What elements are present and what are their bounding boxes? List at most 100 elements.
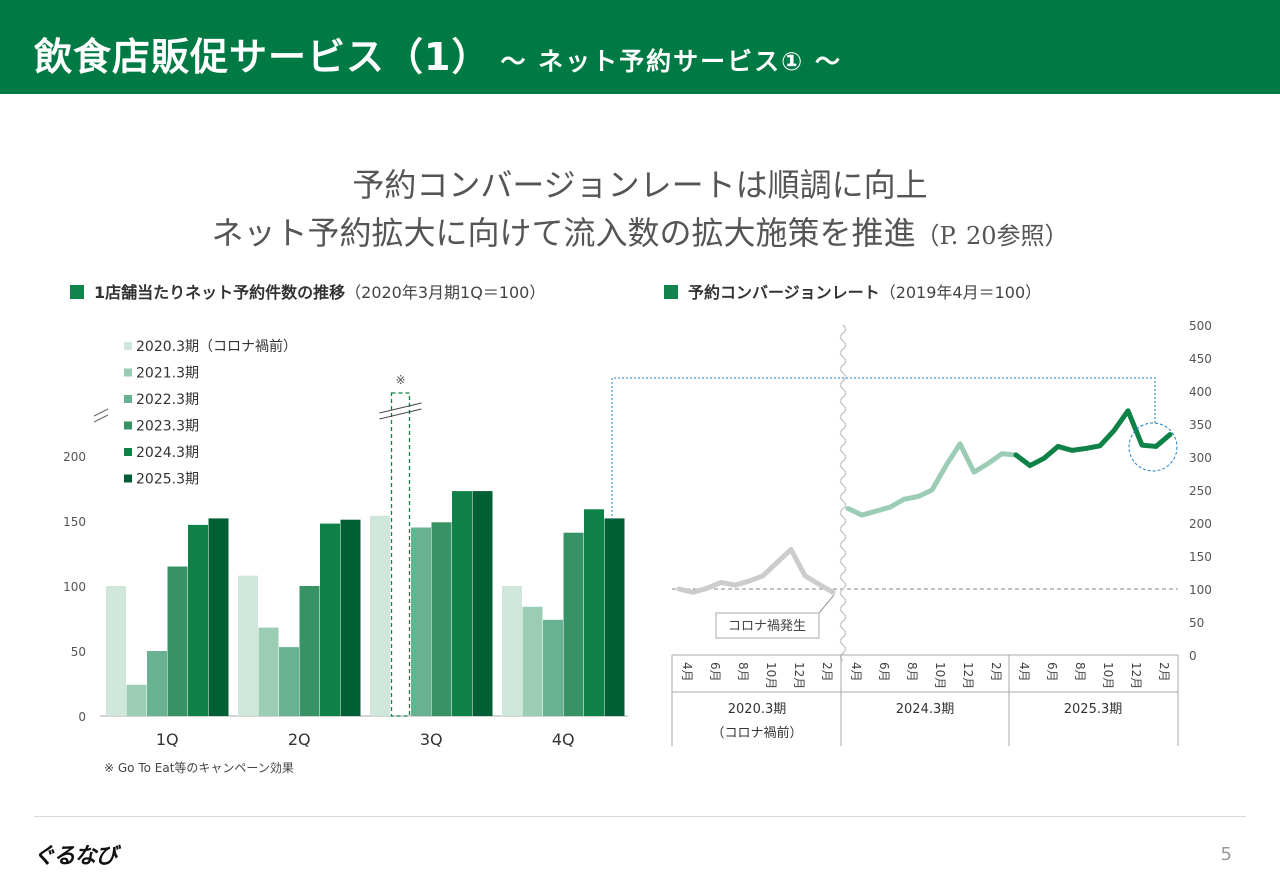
line-group-sublabel: （コロナ禍前） — [711, 725, 802, 741]
page-title: 飲食店販促サービス（1）～ ネット予約サービス① ～ — [34, 35, 843, 79]
line-month-label: 2月 — [820, 662, 834, 682]
bar-legend-label: 2023.3期 — [136, 419, 199, 435]
legend-left-swatch — [70, 285, 84, 299]
headline-line1: 予約コンバージョンレートは順調に向上 — [352, 166, 928, 204]
bar-note-mark: ※ — [395, 373, 405, 387]
line-month-label: 12月 — [792, 662, 806, 689]
bar-3q-s4 — [452, 491, 472, 716]
bar-ytick-label: 150 — [63, 515, 86, 529]
bar-1q-s0 — [106, 586, 126, 716]
line-ytick-label: 300 — [1189, 451, 1212, 465]
bar-ytick-label: 0 — [78, 710, 86, 724]
bar-category-label: 1Q — [156, 730, 179, 749]
line-month-label: 4月 — [680, 662, 694, 682]
line-group-label: 2020.3期 — [728, 702, 787, 717]
bar-1q-s2 — [147, 651, 167, 716]
bar-legend-label: 2020.3期（コロナ禍前） — [136, 338, 297, 355]
axis-break-mark — [93, 414, 109, 423]
line-month-label: 4月 — [849, 662, 863, 682]
line-month-label: 6月 — [877, 662, 891, 682]
bar-chart: 0 50 100 150 200 ※ 1Q 2Q 3Q 4Q 2020.3期（コロナ禍前） 2021.… — [63, 338, 628, 775]
line-series-2 — [1013, 408, 1173, 469]
headline-line2: ネット予約拡大に向けて流入数の拡大施策を推進（P. 20参照） — [211, 214, 1069, 252]
bar-2q-s5 — [340, 519, 361, 716]
line-ytick-label: 400 — [1189, 385, 1212, 399]
line-ytick-label: 350 — [1189, 418, 1212, 432]
bar-offscale-placeholder — [390, 392, 411, 717]
bar-1q-s4 — [188, 524, 208, 716]
bar-ytick-label: 50 — [71, 645, 86, 659]
page-subtitle: ～ ネット予約サービス① ～ — [500, 47, 843, 76]
line-chart: 0 50 100 150 200 250 300 350 400 450 500 コロナ禍発生 4月 6月… — [671, 319, 1212, 746]
bar-4q-s1 — [522, 606, 543, 716]
legend-right-swatch — [664, 285, 678, 299]
line-ytick-label: 250 — [1189, 484, 1212, 498]
line-month-label: 10月 — [933, 662, 947, 689]
bar-category-label: 3Q — [420, 730, 443, 749]
legend-left-note: （2020年3月期1Q＝100） — [345, 283, 546, 302]
line-ytick-label: 150 — [1189, 550, 1212, 564]
bar-legend-label: 2025.3期 — [136, 472, 199, 488]
bar-break-mark — [379, 402, 422, 414]
footer-divider — [34, 816, 1246, 817]
bar-2q-s2 — [279, 647, 299, 716]
bar-2q-s1 — [258, 627, 279, 716]
bar-legend-swatch — [124, 474, 132, 483]
connector-line — [611, 377, 1156, 520]
line-month-label: 2月 — [989, 662, 1003, 682]
bar-legend-label: 2022.3期 — [136, 392, 199, 408]
bar-4q-s4 — [584, 509, 604, 716]
bar-legend-label: 2021.3期 — [136, 366, 199, 382]
page-number: 5 — [1220, 844, 1232, 865]
annotation-label: コロナ禍発生 — [728, 618, 806, 634]
bar-3q-s3 — [431, 522, 452, 716]
line-ytick-label: 50 — [1189, 616, 1204, 630]
annotation-pointer — [818, 594, 835, 614]
bar-ytick-label: 100 — [63, 580, 86, 594]
axis-break-mark — [93, 408, 109, 417]
bar-1q-s3 — [167, 566, 188, 716]
bar-legend-swatch — [124, 421, 132, 430]
annotation-box — [715, 612, 820, 639]
bar-legend-swatch — [124, 395, 132, 403]
headline-ref: （P. 20参照） — [915, 222, 1069, 250]
bar-category-label: 4Q — [552, 730, 575, 749]
line-month-label: 10月 — [764, 662, 778, 689]
bar-1q-s5 — [208, 518, 229, 716]
bar-1q-s1 — [126, 684, 147, 716]
line-month-label: 6月 — [1045, 662, 1059, 682]
bar-legend-swatch — [124, 448, 132, 456]
line-month-label: 8月 — [905, 662, 919, 682]
bar-2q-s3 — [299, 586, 320, 716]
line-ytick-label: 200 — [1189, 517, 1212, 531]
company-logo: ぐるなび — [33, 844, 118, 869]
line-month-label: 2月 — [1157, 662, 1171, 682]
legend-left: 1店舗当たりネット予約件数の推移（2020年3月期1Q＝100） — [70, 279, 545, 303]
line-ytick-label: 0 — [1189, 649, 1197, 663]
line-month-label: 4月 — [1017, 662, 1031, 682]
line-month-label: 6月 — [708, 662, 722, 682]
line-group-label: 2025.3期 — [1064, 702, 1123, 717]
bar-3q-s2 — [411, 527, 431, 716]
bar-category-label: 2Q — [288, 730, 311, 749]
legend-left-label: 1店舗当たりネット予約件数の推移 — [94, 283, 346, 302]
bar-ytick-label: 200 — [63, 450, 86, 464]
line-highlight-circle — [1128, 422, 1178, 472]
legend-right-label: 予約コンバージョンレート — [688, 283, 880, 302]
legend-right-note: （2019年4月＝100） — [879, 283, 1042, 302]
line-period-break — [839, 324, 847, 662]
line-month-label: 10月 — [1101, 662, 1115, 689]
connector-lines — [611, 377, 1156, 520]
line-group-label: 2024.3期 — [896, 702, 955, 717]
bar-footnote: ※ Go To Eat等のキャンペーン効果 — [104, 760, 294, 775]
bar-4q-s2 — [543, 619, 563, 716]
line-month-label: 12月 — [1129, 662, 1143, 689]
bar-3q-s0 — [370, 515, 390, 716]
bar-legend-swatch — [124, 342, 132, 350]
bar-3q-s5 — [472, 491, 493, 716]
line-month-label: 12月 — [961, 662, 975, 689]
line-month-label: 8月 — [1073, 662, 1087, 682]
legend-right: 予約コンバージョンレート（2019年4月＝100） — [664, 279, 1041, 303]
line-ytick-label: 100 — [1189, 583, 1212, 597]
